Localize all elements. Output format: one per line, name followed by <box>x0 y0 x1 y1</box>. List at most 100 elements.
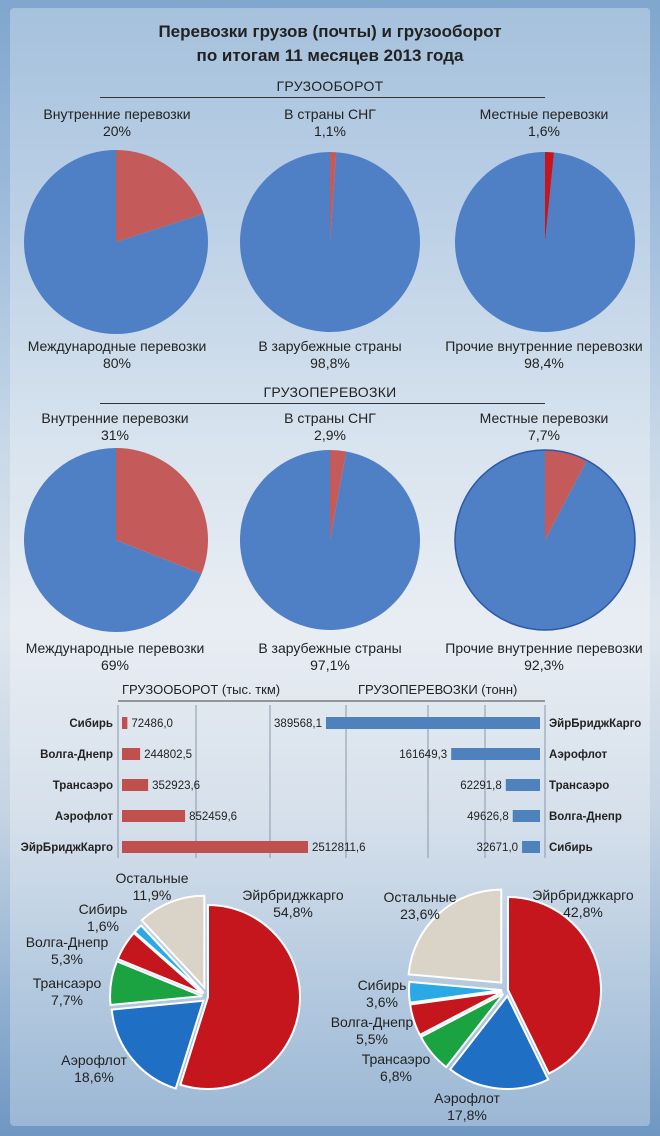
share-slice-label: Остальные <box>116 870 189 886</box>
share-slice-value: 1,6% <box>87 918 119 934</box>
bar-left-title: ГРУЗООБОРОТ (тыс. ткм) <box>122 682 280 697</box>
bar-left-value: 72486,0 <box>131 718 173 730</box>
share-slice-label: Аэрофлот <box>434 1090 500 1106</box>
share-slice <box>409 990 503 1037</box>
chart-title-line2: по итогам 11 месяцев 2013 года <box>196 46 464 65</box>
bar-left-value: 852459,6 <box>189 811 237 823</box>
pie-gp2 <box>240 450 420 630</box>
pie-gb3-top-label: Местные перевозки 1,6% <box>437 106 651 140</box>
share-slice-value: 5,5% <box>356 1031 388 1047</box>
share-slice <box>133 923 205 994</box>
value-text: 92,3% <box>524 657 564 673</box>
share-slice-value: 42,8% <box>563 904 603 920</box>
pie-gp3-major-slice <box>454 450 635 630</box>
bar-right-bar <box>522 841 540 853</box>
label-text: В зарубежные страны <box>258 640 402 656</box>
share-slice-label: Сибирь <box>358 977 407 993</box>
share-slice <box>110 999 205 1090</box>
pie-gp3-outline <box>454 449 636 631</box>
bar-right-value: 161649,3 <box>399 749 447 761</box>
bar-right-bar <box>326 717 540 729</box>
pie-gp1 <box>23 448 208 632</box>
bar-right-value: 32671,0 <box>476 842 518 854</box>
share-slice-value: 11,9% <box>133 887 172 903</box>
bar-left-value: 2512811,6 <box>312 842 366 854</box>
share-slice-value: 23,6% <box>400 906 440 922</box>
share-slice <box>140 894 206 991</box>
bar-left-category: Волга-Днепр <box>40 749 113 761</box>
bar-right-category: Сибирь <box>549 842 593 854</box>
pie-gb3 <box>455 152 635 332</box>
value-text: 1,1% <box>314 123 346 139</box>
section-header-cargo-turnover: ГРУЗООБОРОТ <box>276 78 384 94</box>
bar-right-value: 62291,8 <box>460 780 502 792</box>
share-slice <box>448 994 550 1090</box>
bar-right-category: Трансаэро <box>549 780 609 792</box>
share-slice-label: Волга-Днепр <box>331 1014 414 1030</box>
label-text: Международные перевозки <box>25 640 205 656</box>
bar-left-bar <box>122 779 149 791</box>
value-text: 69% <box>100 657 130 673</box>
pie-gp1-minor-slice <box>116 448 208 574</box>
label-text: В страны СНГ <box>284 410 376 426</box>
label-text: Прочие внутренние перевозки <box>445 338 643 354</box>
bar-right-bar <box>505 779 540 791</box>
share-slice-label: Эйрбриджкарго <box>532 887 634 903</box>
pie-gb1-minor-slice <box>116 150 204 242</box>
bar-right-category: ЭйрБриджКарго <box>549 718 641 730</box>
share-slice-label: Трансаэро <box>33 975 102 991</box>
bar-right-bar <box>512 810 540 822</box>
value-text: 31% <box>100 427 130 443</box>
bar-left-bar <box>122 717 128 729</box>
value-text: 97,1% <box>310 657 350 673</box>
bar-right-value: 49626,8 <box>467 811 509 823</box>
pie-gp2-top-label: В страны СНГ 2,9% <box>223 410 437 444</box>
bar-left-value: 244802,5 <box>144 749 192 761</box>
share-slice-label: Аэрофлот <box>61 1052 127 1068</box>
section-divider <box>100 97 545 98</box>
label-text: Международные перевозки <box>27 338 207 354</box>
pie-gb2-major-slice <box>239 152 420 333</box>
bar-left-category: Аэрофлот <box>55 811 114 823</box>
share-slice <box>179 903 301 1090</box>
label-text: Местные перевозки <box>479 410 609 426</box>
pie-gb1-bottom-label: Международные перевозки 80% <box>10 338 224 372</box>
bar-right-category: Волга-Днепр <box>549 811 622 823</box>
pie-gp3 <box>454 449 636 631</box>
bar-right-category: Аэрофлот <box>549 749 608 761</box>
value-text: 7,7% <box>528 427 560 443</box>
pie-gb1-major-slice <box>23 150 208 334</box>
share-slice <box>109 959 203 1007</box>
share-slice <box>419 992 505 1069</box>
bar-right-bar <box>451 748 540 760</box>
share-slice-value: 7,7% <box>51 992 83 1008</box>
share-slice-label: Эйрбриджкарго <box>242 887 344 903</box>
bar-right-title: ГРУЗОПЕРЕВОЗКИ (тонн) <box>358 682 517 697</box>
share-slice-value: 18,6% <box>74 1069 114 1085</box>
label-text: Местные перевозки <box>479 106 609 122</box>
pie-gb2 <box>239 152 420 333</box>
pie-gp1-major-slice <box>23 448 202 632</box>
share-slice-label: Трансаэро <box>362 1051 431 1067</box>
pie-gp1-top-label: Внутренние перевозки 31% <box>8 410 222 444</box>
section-header-cargo-transport: ГРУЗОПЕРЕВОЗКИ <box>263 384 397 400</box>
pie-gb1-top-label: Внутренние перевозки 20% <box>10 106 224 140</box>
label-text: Внутренние перевозки <box>41 410 189 426</box>
value-text: 98,8% <box>310 355 350 371</box>
label-text: В зарубежные страны <box>258 338 402 354</box>
pie-gb2-top-label: В страны СНГ 1,1% <box>223 106 437 140</box>
value-text: 1,6% <box>528 123 560 139</box>
value-text: 80% <box>102 355 132 371</box>
share-slice-value: 54,8% <box>273 904 313 920</box>
pie-gb2-minor-slice <box>330 152 337 242</box>
share-slice-label: Сибирь <box>79 901 128 917</box>
section-divider <box>100 403 545 404</box>
value-text: 98,4% <box>524 355 564 371</box>
pie-gp3-top-label: Местные перевозки 7,7% <box>437 410 651 444</box>
bar-left-bar <box>122 841 308 853</box>
pie-gp2-bottom-label: В зарубежные страны 97,1% <box>223 640 437 674</box>
